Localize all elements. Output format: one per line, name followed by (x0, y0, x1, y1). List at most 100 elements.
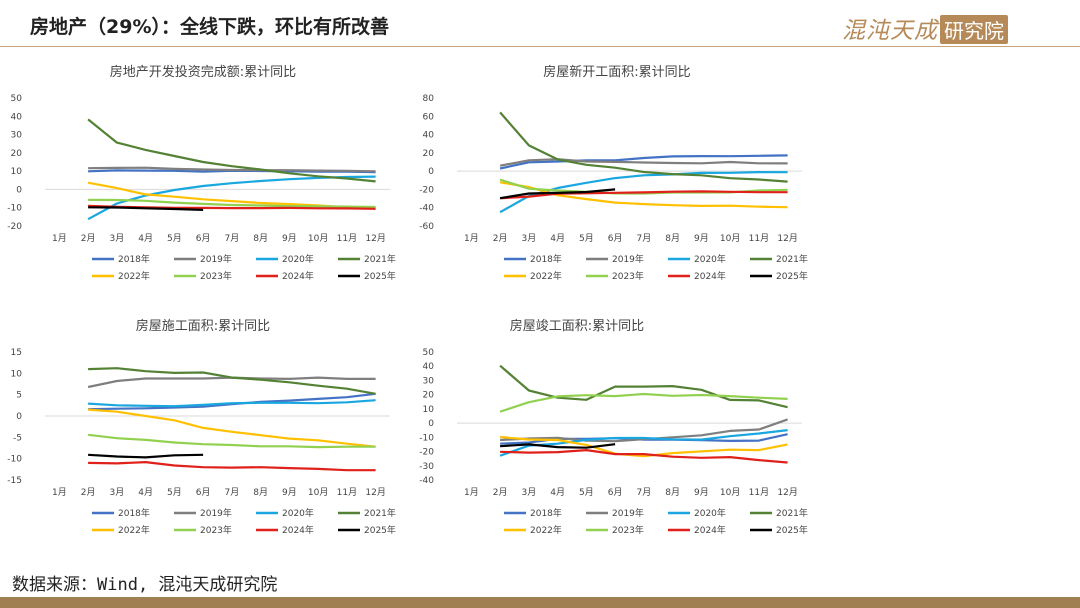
legend-label: 2024年 (282, 524, 314, 536)
series-line-2019年 (500, 418, 788, 443)
y-tick-label: 60 (423, 112, 435, 122)
x-tick-label: 10月 (308, 487, 328, 498)
y-tick-label: -20 (7, 222, 22, 232)
series-line-2023年 (88, 198, 376, 209)
y-tick-label: 10 (423, 405, 435, 415)
x-tick-label: 6月 (608, 487, 623, 498)
y-tick-label: 40 (423, 131, 435, 141)
data-source-note: 数据来源：Wind, 混沌天成研究院 (12, 575, 278, 595)
y-tick-label: 15 (11, 348, 22, 358)
y-tick-label: -60 (419, 222, 434, 232)
x-tick-label: 6月 (196, 233, 211, 244)
legend-label: 2023年 (200, 270, 232, 282)
series-line-2019年 (87, 376, 376, 389)
series-line-2022年 (500, 435, 788, 458)
legend-label: 2022年 (530, 524, 562, 536)
legend-label: 2018年 (118, 253, 150, 265)
y-tick-label: 0 (428, 419, 434, 429)
series-line-2025年 (499, 188, 616, 200)
y-tick-label: -10 (7, 455, 22, 465)
y-tick-label: 30 (423, 376, 435, 386)
x-tick-label: 2月 (493, 233, 508, 244)
investment-yoy-chart: 房地产开发投资完成额:累计同比 -20 -10 0 10 20 30 40 50 1月 2月 3月 4月… (7, 64, 396, 282)
footer-bar (0, 597, 1080, 608)
y-tick-label: 20 (423, 149, 435, 159)
series-line-2019年 (499, 158, 788, 167)
x-tick-label: 11月 (749, 487, 769, 498)
x-tick-label: 1月 (464, 487, 479, 498)
legend-label: 2023年 (612, 270, 644, 282)
series-line-2020年 (88, 399, 376, 408)
legend-label: 2022年 (118, 270, 150, 282)
brand-logo: 混沌天成 研究院 (842, 11, 1008, 45)
x-tick-label: 7月 (637, 487, 652, 498)
y-tick-label: 20 (11, 149, 23, 159)
x-tick-label: 7月 (225, 487, 240, 498)
y-tick-label: 10 (11, 369, 23, 379)
series-line-2024年 (88, 461, 376, 472)
legend-label: 2021年 (776, 507, 808, 519)
x-tick-label: 12月 (777, 233, 797, 244)
legend-label: 2021年 (776, 253, 808, 265)
completion-area-yoy-chart: 房屋竣工面积:累计同比 -40 -30 -20 -10 0 10 20 30 40 50 1月 2月 3月… (419, 318, 808, 536)
header-divider (0, 46, 1080, 47)
x-tick-label: 1月 (464, 233, 479, 244)
legend-label: 2023年 (200, 524, 232, 536)
series-line-2018年 (88, 392, 376, 411)
y-tick-label: -20 (419, 448, 434, 458)
legend-label: 2018年 (530, 507, 562, 519)
legend-label: 2019年 (612, 507, 644, 519)
x-tick-label: 11月 (337, 233, 357, 244)
series-line-2021年 (88, 367, 376, 395)
series-line-2021年 (499, 364, 788, 409)
series-line-2019年 (88, 166, 376, 173)
y-tick-label: -15 (7, 476, 22, 486)
x-tick-label: 12月 (777, 487, 797, 498)
x-tick-label: 3月 (110, 233, 125, 244)
series-line-2021年 (87, 118, 376, 183)
x-tick-label: 8月 (253, 487, 268, 498)
legend-label: 2018年 (530, 253, 562, 265)
x-tick-label: 10月 (720, 487, 740, 498)
y-tick-label: -30 (419, 462, 434, 472)
x-tick-label: 5月 (167, 487, 182, 498)
legend-label: 2022年 (530, 270, 562, 282)
x-tick-label: 1月 (52, 233, 67, 244)
y-tick-label: 50 (423, 348, 435, 358)
x-tick-label: 4月 (138, 487, 153, 498)
x-tick-label: 4月 (550, 487, 565, 498)
construction-area-yoy-chart: 房屋施工面积:累计同比 -15 -10 -5 0 5 10 15 1月 2月 3月 4月 5月 6月 7月 8… (7, 318, 396, 536)
legend-label: 2021年 (364, 253, 396, 265)
legend-label: 2020年 (694, 253, 726, 265)
x-tick-label: 3月 (522, 233, 537, 244)
legend-label: 2024年 (694, 270, 726, 282)
x-tick-label: 6月 (608, 233, 623, 244)
y-tick-label: 0 (428, 167, 434, 177)
series-line-2025年 (88, 206, 204, 211)
legend-label: 2023年 (612, 524, 644, 536)
y-tick-label: 0 (16, 185, 22, 195)
series-line-2020年 (499, 429, 788, 457)
new-construction-yoy-chart: 房屋新开工面积:累计同比 -60 -40 -20 0 20 40 60 80 1月 2月 3月 4月 5月… (419, 64, 808, 282)
y-tick-label: 0 (16, 412, 22, 422)
x-tick-label: 12月 (365, 233, 385, 244)
legend-label: 2020年 (282, 253, 314, 265)
y-tick-label: -20 (419, 185, 434, 195)
y-tick-label: 10 (11, 167, 23, 177)
x-tick-label: 9月 (694, 233, 709, 244)
x-tick-label: 8月 (253, 233, 268, 244)
x-tick-label: 1月 (52, 487, 67, 498)
x-tick-label: 3月 (110, 487, 125, 498)
y-tick-label: 80 (423, 94, 435, 104)
x-tick-label: 8月 (665, 233, 680, 244)
x-tick-label: 2月 (493, 487, 508, 498)
series-line-2023年 (499, 392, 788, 413)
series-line-2021年 (499, 111, 788, 183)
brand-logo-box: 研究院 (940, 15, 1008, 44)
x-tick-label: 9月 (282, 487, 297, 498)
y-tick-label: 30 (11, 131, 23, 141)
legend-label: 2025年 (776, 270, 808, 282)
x-tick-label: 4月 (550, 233, 565, 244)
series-line-2025年 (88, 453, 204, 459)
legend-label: 2019年 (612, 253, 644, 265)
